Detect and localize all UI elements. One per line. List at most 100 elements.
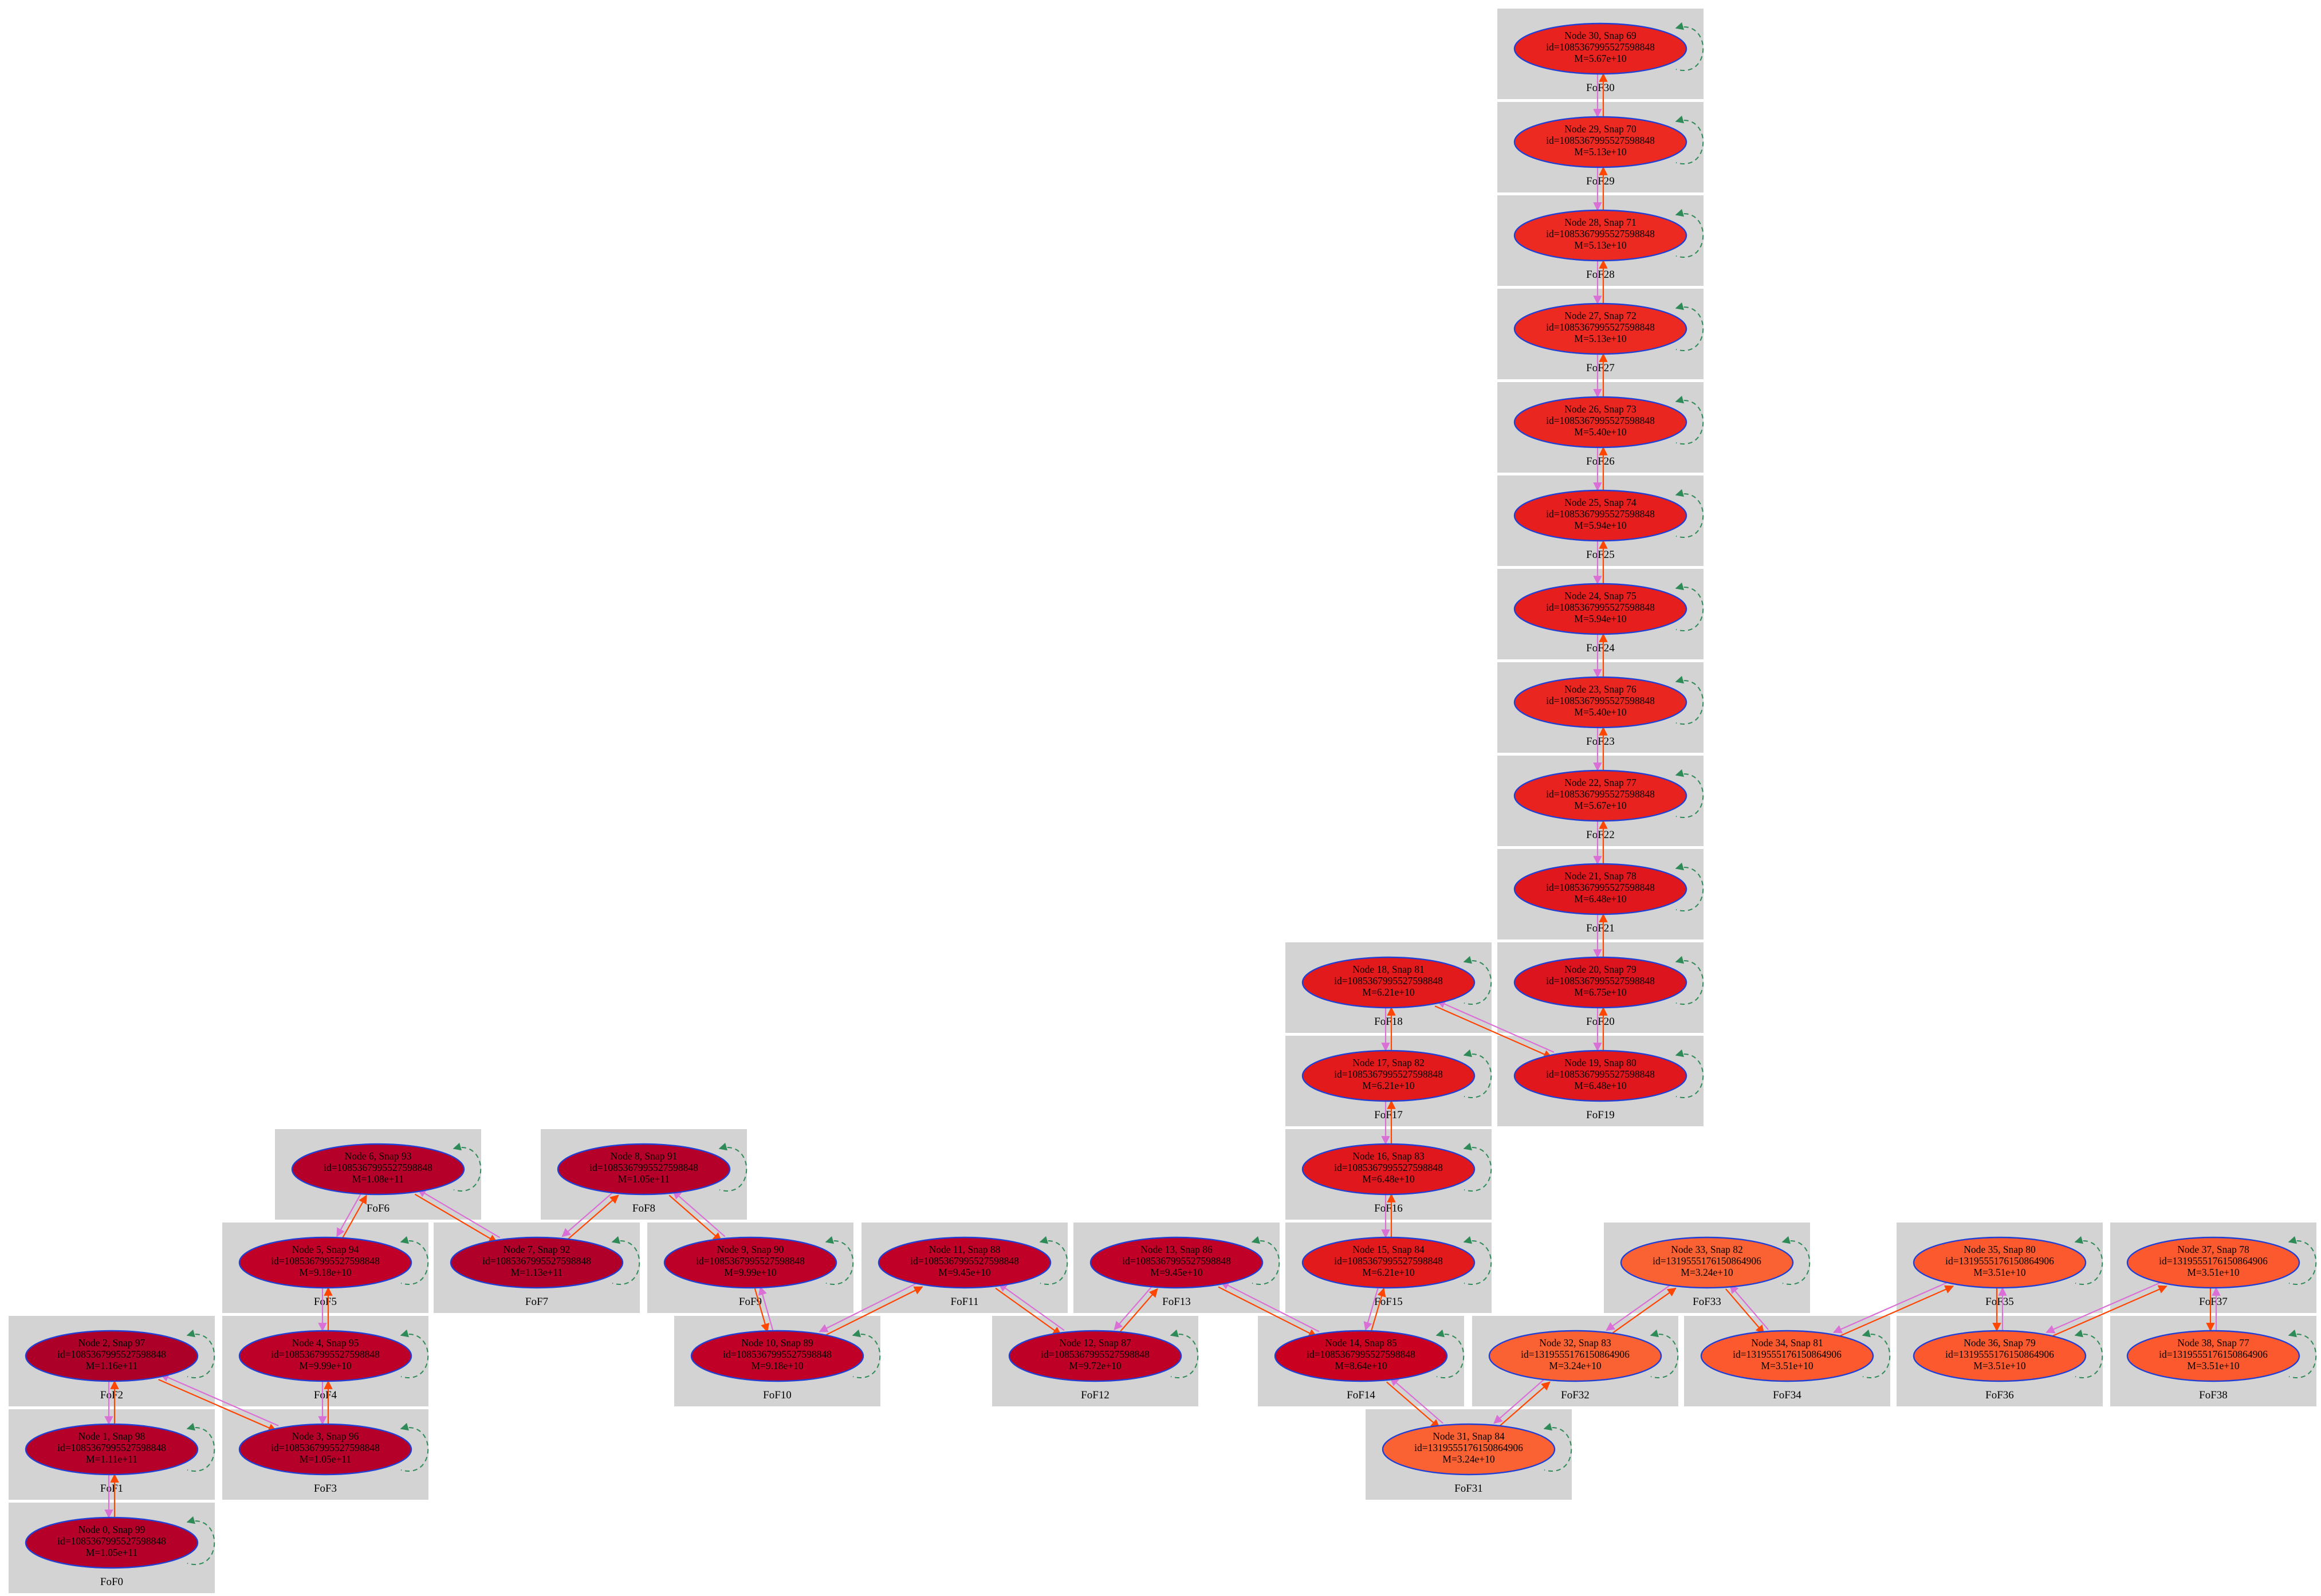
halo-node: Node 33, Snap 82id=1319555176150864906M=… xyxy=(1620,1236,1811,1289)
halo-node: Node 16, Snap 83id=1085367995527598848M=… xyxy=(1301,1142,1492,1196)
node-ellipse xyxy=(1513,769,1687,822)
halo-node: Node 2, Snap 97id=1085367995527598848M=1… xyxy=(25,1329,215,1382)
node-id: id=1319555176150864906 xyxy=(1521,1349,1630,1360)
node-mass: M=9.18e+10 xyxy=(299,1267,351,1278)
node-id: id=1085367995527598848 xyxy=(1041,1349,1150,1360)
halo-node: Node 7, Snap 92id=1085367995527598848M=1… xyxy=(450,1236,640,1289)
cluster-label: FoF36 xyxy=(1985,1389,2014,1401)
cluster-label: FoF22 xyxy=(1586,829,1615,841)
halo-node: Node 10, Snap 89id=1085367995527598848M=… xyxy=(690,1329,881,1382)
cluster-label: FoF38 xyxy=(2199,1389,2228,1401)
progenitor-edge xyxy=(1609,1287,1677,1336)
progenitor-edge xyxy=(1218,1286,1317,1338)
cluster-label: FoF8 xyxy=(632,1202,655,1214)
node-ellipse xyxy=(1620,1236,1794,1289)
halo-node: Node 19, Snap 80id=1085367995527598848M=… xyxy=(1513,1049,1704,1102)
cluster-label: FoF20 xyxy=(1586,1016,1615,1028)
node-title: Node 35, Snap 80 xyxy=(1964,1244,2036,1255)
halo-node: Node 29, Snap 70id=1085367995527598848M=… xyxy=(1513,115,1704,168)
cluster-label: FoF14 xyxy=(1347,1389,1375,1401)
node-mass: M=9.18e+10 xyxy=(751,1360,803,1371)
node-id: id=1085367995527598848 xyxy=(1307,1349,1415,1360)
halo-node: Node 26, Snap 73id=1085367995527598848M=… xyxy=(1513,395,1704,449)
halo-node: Node 30, Snap 69id=1085367995527598848M=… xyxy=(1513,22,1704,75)
node-id: id=1085367995527598848 xyxy=(271,1349,380,1360)
descendant-edge xyxy=(1390,1377,1443,1424)
cluster-label: FoF29 xyxy=(1586,175,1615,187)
node-id: id=1319555176150864906 xyxy=(1945,1349,2054,1360)
self-loop-edge xyxy=(1463,1236,1492,1285)
node-id: id=1085367995527598848 xyxy=(1546,135,1655,146)
self-loop-edge xyxy=(1781,1236,1811,1285)
self-loop-edge xyxy=(1650,1329,1679,1378)
node-id: id=1319555176150864906 xyxy=(1733,1349,1842,1360)
halo-node: Node 11, Snap 88id=1085367995527598848M=… xyxy=(878,1236,1068,1289)
node-ellipse xyxy=(690,1330,864,1382)
node-mass: M=5.94e+10 xyxy=(1574,613,1626,624)
cluster-label: FoF17 xyxy=(1374,1109,1403,1121)
node-title: Node 18, Snap 81 xyxy=(1352,964,1424,975)
node-title: Node 31, Snap 84 xyxy=(1433,1430,1505,1442)
cluster-label: FoF37 xyxy=(2199,1296,2228,1308)
node-id: id=1085367995527598848 xyxy=(1546,882,1655,893)
self-loop-edge xyxy=(400,1329,429,1378)
node-title: Node 23, Snap 76 xyxy=(1564,683,1636,695)
node-id: id=1085367995527598848 xyxy=(57,1442,166,1453)
node-mass: M=3.51e+10 xyxy=(1761,1360,1813,1371)
halo-node: Node 17, Snap 82id=1085367995527598848M=… xyxy=(1301,1049,1492,1102)
self-loop-edge xyxy=(1463,956,1492,1005)
node-ellipse xyxy=(1274,1330,1448,1382)
halo-node: Node 9, Snap 90id=1085367995527598848M=9… xyxy=(663,1236,854,1289)
halo-node: Node 20, Snap 79id=1085367995527598848M=… xyxy=(1513,956,1704,1009)
node-id: id=1085367995527598848 xyxy=(910,1255,1019,1267)
node-id: id=1319555176150864906 xyxy=(1653,1255,1761,1267)
self-loop-edge xyxy=(1675,209,1704,258)
progenitor-edge xyxy=(1370,1287,1386,1332)
node-id: id=1085367995527598848 xyxy=(1546,321,1655,333)
self-loop-edge xyxy=(2074,1236,2103,1285)
halo-node: Node 34, Snap 81id=1319555176150864906M=… xyxy=(1700,1329,1891,1382)
halo-node: Node 27, Snap 72id=1085367995527598848M=… xyxy=(1513,302,1704,355)
descendant-edge xyxy=(160,1373,279,1426)
node-id: id=1085367995527598848 xyxy=(482,1255,591,1267)
node-title: Node 10, Snap 89 xyxy=(741,1337,813,1349)
node-id: id=1085367995527598848 xyxy=(1334,1255,1443,1267)
node-title: Node 26, Snap 73 xyxy=(1564,403,1636,415)
node-ellipse xyxy=(1382,1423,1556,1476)
progenitor-edge xyxy=(754,1288,770,1333)
node-id: id=1085367995527598848 xyxy=(271,1255,380,1267)
halo-node: Node 25, Snap 74id=1085367995527598848M=… xyxy=(1513,489,1704,542)
node-title: Node 30, Snap 69 xyxy=(1564,30,1636,41)
node-title: Node 32, Snap 83 xyxy=(1539,1337,1611,1349)
descendant-edge xyxy=(1363,1287,1379,1331)
cluster-label: FoF23 xyxy=(1586,736,1615,748)
halo-node: Node 6, Snap 93id=1085367995527598848M=1… xyxy=(291,1142,482,1196)
descendant-edge xyxy=(1436,1000,1555,1053)
halo-node: Node 32, Snap 83id=1319555176150864906M=… xyxy=(1488,1329,1679,1382)
node-ellipse xyxy=(878,1236,1052,1289)
self-loop-edge xyxy=(1675,395,1704,445)
node-mass: M=9.99e+10 xyxy=(724,1267,776,1278)
halo-node: Node 38, Snap 77id=1319555176150864906M=… xyxy=(2126,1329,2317,1382)
node-mass: M=6.21e+10 xyxy=(1362,1267,1414,1278)
node-ellipse xyxy=(1513,116,1687,168)
halo-node: Node 35, Snap 80id=1319555176150864906M=… xyxy=(1913,1236,2103,1289)
descendant-edge xyxy=(1729,1284,1769,1330)
node-mass: M=1.13e+11 xyxy=(511,1267,563,1278)
halo-node: Node 8, Snap 91id=1085367995527598848M=1… xyxy=(557,1142,748,1196)
node-title: Node 36, Snap 79 xyxy=(1964,1337,2036,1349)
cluster-label: FoF19 xyxy=(1586,1109,1615,1121)
node-ellipse xyxy=(557,1143,731,1196)
cluster-label: FoF31 xyxy=(1454,1483,1483,1495)
cluster-label: FoF16 xyxy=(1374,1202,1403,1214)
node-mass: M=9.99e+10 xyxy=(299,1360,351,1371)
cluster-label: FoF0 xyxy=(100,1576,123,1588)
node-id: id=1319555176150864906 xyxy=(1414,1442,1523,1453)
halo-node: Node 37, Snap 78id=1319555176150864906M=… xyxy=(2126,1236,2317,1289)
node-ellipse xyxy=(1700,1330,1874,1382)
node-ellipse xyxy=(238,1330,412,1382)
node-mass: M=3.51e+10 xyxy=(1973,1360,2025,1371)
node-id: id=1085367995527598848 xyxy=(271,1442,380,1453)
self-loop-edge xyxy=(400,1236,429,1285)
node-mass: M=8.64e+10 xyxy=(1335,1360,1387,1371)
